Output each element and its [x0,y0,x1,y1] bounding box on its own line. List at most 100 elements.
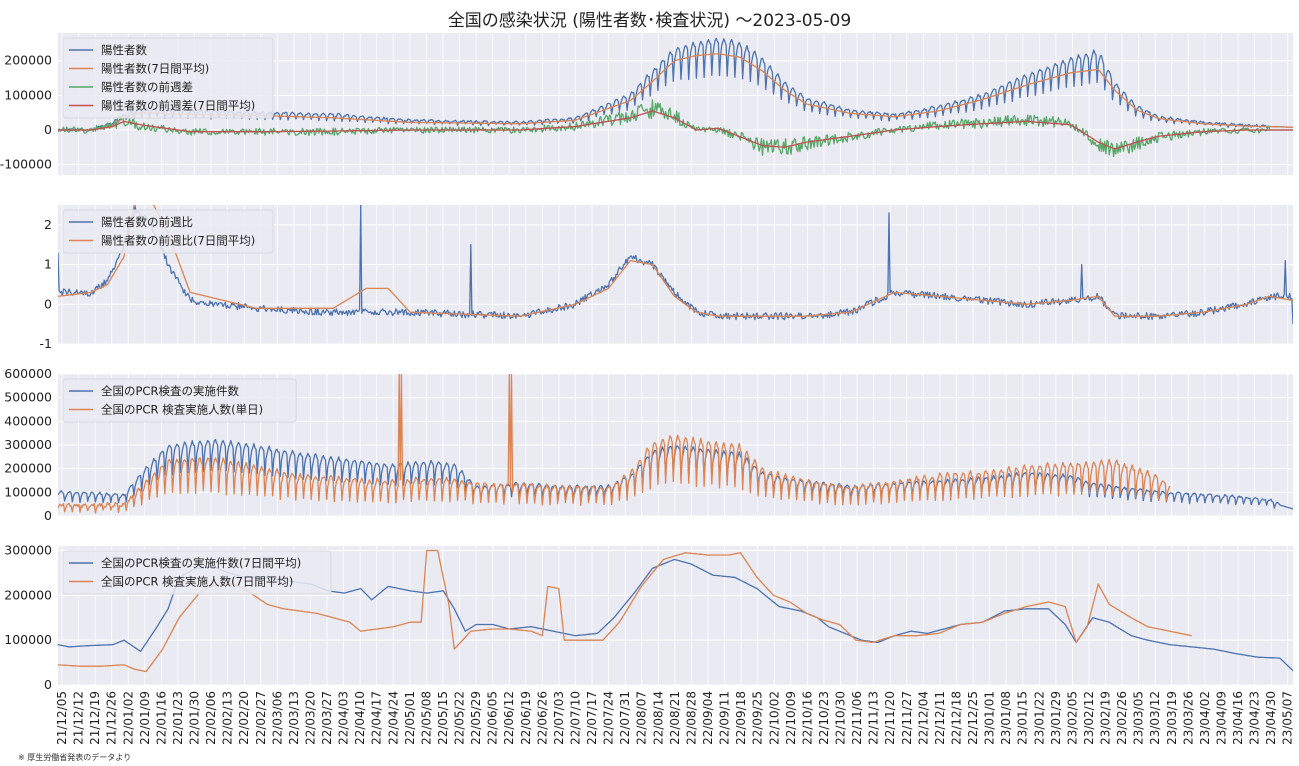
x-tick-label: 23/05/07 [1281,691,1295,745]
chart-panel-4: 0 100000 200000 300000 全国のPCR検査の実施件数(7日間平均) 全… [4,542,1293,692]
x-tick-label: 22/11/13 [867,691,881,745]
y-tick-label: 0 [44,508,52,523]
x-tick-label: 22/02/06 [204,691,218,745]
x-tick-label: 21/12/26 [105,691,119,745]
x-tick-label: 22/02/13 [221,691,235,745]
x-tick-label: 22/04/03 [337,691,351,745]
y-tick-label: 500000 [4,390,52,405]
y-tick-label: 0 [44,296,52,311]
series-line-1 [58,205,1293,325]
x-tick-label: 22/08/28 [684,691,698,745]
legend-entry: 全国のPCR検査の実施件数(7日間平均) [101,556,301,570]
x-tick-label: 22/05/29 [469,691,483,745]
x-tick-label: 23/01/08 [999,691,1013,745]
x-tick-label: 22/07/24 [602,691,616,745]
x-tick-label: 22/01/23 [171,691,185,745]
y-tick-label: 300000 [4,437,52,452]
y-tick-label: 600000 [4,366,52,381]
x-tick-label: 22/02/27 [254,691,268,745]
x-tick-label: 23/04/23 [1248,691,1262,745]
legend-entry: 陽性者数の前週比 [101,215,193,229]
legend-box [62,209,274,254]
x-tick-label: 23/02/05 [1065,691,1079,745]
x-tick-label: 23/04/09 [1215,691,1229,745]
x-tick-label: 22/06/12 [502,691,516,745]
x-tick-label: 22/10/23 [817,691,831,745]
footnote: ※ 厚生労働省発表のデータより [18,753,132,762]
x-tick-label: 22/10/16 [800,691,814,745]
x-tick-label: 22/04/10 [353,691,367,745]
x-tick-label: 22/01/30 [188,691,202,745]
x-tick-label: 23/01/22 [1032,691,1046,745]
x-tick-label: 22/11/06 [850,691,864,745]
x-tick-label: 22/05/01 [403,691,417,745]
x-tick-label: 22/12/25 [966,691,980,745]
y-tick-label: 300000 [4,542,52,557]
legend-box [62,378,297,423]
x-tick-label: 22/11/20 [883,691,897,745]
legend-box [62,550,332,595]
x-tick-label: 23/04/02 [1198,691,1212,745]
x-tick-label: 23/02/12 [1082,691,1096,745]
x-tick-label: 22/03/06 [270,691,284,745]
legend-entry: 全国のPCR検査の実施件数 [101,384,239,398]
x-tick-label: 22/09/04 [701,691,715,745]
x-tick-label: 22/05/22 [453,691,467,745]
x-tick-label: 22/06/05 [486,691,500,745]
x-tick-label: 23/03/26 [1181,691,1195,745]
x-tick-label: 22/10/02 [767,691,781,745]
y-tick-label: 100000 [4,632,52,647]
x-tick-label: 22/10/30 [834,691,848,745]
x-tick-label: 22/06/19 [519,691,533,745]
y-tick-label: 0 [44,677,52,692]
legend-entry: 陽性者数の前週差(7日間平均) [101,99,255,113]
x-tick-label: 22/09/18 [734,691,748,745]
x-tick-label: 23/01/15 [1016,691,1030,745]
x-tick-label: 22/07/31 [618,691,632,745]
x-tick-label: 22/09/25 [751,691,765,745]
series-line-2 [58,374,1171,514]
x-tick-label: 22/10/09 [784,691,798,745]
x-tick-label: 21/12/19 [88,691,102,745]
legend-box [62,37,274,119]
x-tick-label: 23/04/16 [1231,691,1245,745]
x-tick-label: 23/01/29 [1049,691,1063,745]
x-tick-label: 22/08/07 [635,691,649,745]
legend-entry: 陽性者数の前週比(7日間平均) [101,234,255,248]
x-tick-label: 21/12/05 [55,691,69,745]
x-tick-label: 22/04/17 [370,691,384,745]
y-tick-label: -1 [40,336,52,351]
x-tick-label: 22/01/09 [138,691,152,745]
x-tick-label: 22/01/16 [154,691,168,745]
x-tick-label: 22/09/11 [718,691,732,745]
series-line-3 [58,99,1293,158]
y-tick-label: 200000 [4,461,52,476]
x-tick-label: 22/08/14 [651,691,665,745]
x-tick-label: 22/11/27 [900,691,914,745]
y-tick-label: 2 [44,217,52,232]
x-tick-label: 23/02/26 [1115,691,1129,745]
x-tick-label: 23/03/12 [1148,691,1162,745]
x-tick-label: 23/03/19 [1165,691,1179,745]
x-tick-label: 22/07/10 [569,691,583,745]
y-tick-label: 1 [44,257,52,272]
legend-entry: 陽性者数の前週差 [101,80,193,94]
legend-entry: 全国のPCR 検査実施人数(7日間平均) [101,575,293,589]
x-tick-label: 21/12/12 [72,691,86,745]
x-tick-label: 22/07/17 [585,691,599,745]
x-tick-label: 22/12/18 [950,691,964,745]
x-tick-label: 22/12/04 [916,691,930,745]
x-tick-label: 23/01/01 [983,691,997,745]
chart-title: 全国の感染状況 (陽性者数･検査状況) 〜2023-05-09 [447,11,852,31]
y-tick-label: 200000 [4,53,52,68]
x-tick-label: 22/06/26 [535,691,549,745]
x-tick-label: 22/03/20 [304,691,318,745]
legend-entry: 陽性者数(7日間平均) [101,62,209,76]
series-line-2 [58,205,1293,317]
x-tick-label: 22/03/13 [287,691,301,745]
x-tick-label: 23/02/19 [1099,691,1113,745]
x-tick-label: 22/05/08 [419,691,433,745]
x-tick-label: 22/12/11 [933,691,947,745]
